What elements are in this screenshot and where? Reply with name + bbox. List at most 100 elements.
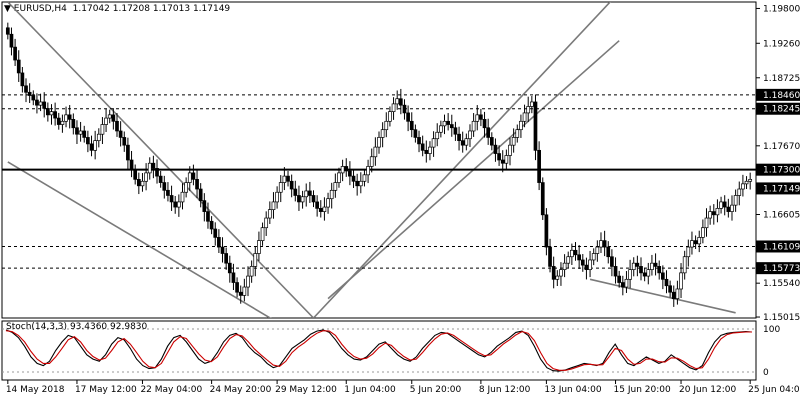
bull-candle <box>628 269 632 280</box>
bear-candle <box>457 133 461 142</box>
bull-candle <box>391 103 396 112</box>
stoch-panel-border <box>1 320 757 381</box>
bear-candle <box>642 272 647 277</box>
bull-candle <box>748 178 753 182</box>
bear-candle <box>500 159 505 164</box>
bull-candle <box>373 146 378 158</box>
bear-candle <box>489 137 494 146</box>
bull-candle <box>708 211 713 219</box>
bull-candle <box>744 180 749 185</box>
bear-candle <box>617 275 622 283</box>
bull-candle <box>271 201 276 211</box>
level-label-bg <box>756 88 800 101</box>
bear-candle <box>348 170 352 177</box>
bull-candle <box>631 262 636 270</box>
x-tick-label: 20 Jun 12:00 <box>679 385 736 395</box>
bull-candle <box>147 162 152 174</box>
bear-candle <box>486 127 491 138</box>
x-tick-label: 22 May 04:00 <box>140 385 202 395</box>
bear-candle <box>217 237 221 248</box>
bear-candle <box>173 201 178 208</box>
bear-candle <box>71 119 76 129</box>
bull-candle <box>529 101 534 107</box>
bear-candle <box>537 149 541 183</box>
bear-candle <box>657 266 662 274</box>
bull-candle <box>733 195 738 206</box>
bull-candle <box>675 288 680 300</box>
bull-candle <box>522 112 527 122</box>
bull-candle <box>686 246 691 258</box>
bear-candle <box>297 195 301 203</box>
chart-header: ▼ EURUSD,H4 1.17042 1.17208 1.17013 1.17… <box>4 4 230 14</box>
bull-candle <box>519 120 523 131</box>
bear-candle <box>409 120 414 131</box>
level-label: 1.15773 <box>763 264 800 274</box>
bull-candle <box>741 183 745 190</box>
bear-candle <box>56 117 61 125</box>
price-panel-border <box>1 1 757 319</box>
current-price-label-bg <box>756 182 800 195</box>
x-tick-label: 13 Jun 04:00 <box>544 385 601 395</box>
level-label-bg <box>756 240 800 253</box>
bull-candle <box>475 114 480 122</box>
bull-candle <box>690 240 694 248</box>
bear-candle <box>308 190 312 196</box>
stoch-tick-label: 0 <box>763 368 769 378</box>
bear-candle <box>653 262 658 267</box>
bull-candle <box>333 182 338 191</box>
bear-candle <box>224 253 229 264</box>
bear-candle <box>620 282 625 288</box>
bear-candle <box>235 282 239 293</box>
bull-candle <box>64 114 68 122</box>
current-price-label: 1.17149 <box>763 184 800 194</box>
bull-candle <box>679 272 683 290</box>
bear-candle <box>82 130 87 138</box>
bear-candle <box>315 201 319 209</box>
level-label-bg <box>756 163 800 176</box>
bear-candle <box>202 200 207 212</box>
bull-candle <box>177 201 181 208</box>
bull-candle <box>260 227 265 241</box>
stoch-main-value: 93.4360 <box>69 322 108 332</box>
bear-candle <box>27 91 32 96</box>
bull-candle <box>595 246 600 254</box>
bull-candle <box>395 98 400 105</box>
bear-candle <box>209 220 214 230</box>
bull-candle <box>184 182 188 193</box>
bear-candle <box>417 137 421 145</box>
bull-candle <box>358 180 363 187</box>
bear-candle <box>460 140 465 146</box>
y-tick-label: 1.16605 <box>763 210 800 220</box>
bull-candle <box>340 166 345 174</box>
bull-candle <box>180 191 185 203</box>
bear-candle <box>126 144 130 161</box>
bull-candle <box>562 262 567 270</box>
x-tick-label: 5 Jun 20:00 <box>410 385 462 395</box>
bear-candle <box>238 291 243 296</box>
bull-candle <box>588 259 592 270</box>
y-tick-label: 1.17670 <box>763 142 800 152</box>
bear-candle <box>406 112 410 122</box>
bull-candle <box>697 237 702 245</box>
bull-candle <box>504 155 509 164</box>
bear-candle <box>722 201 727 208</box>
x-tick-label: 25 Jun 04:00 <box>748 385 800 395</box>
bull-candle <box>104 117 108 125</box>
bear-candle <box>31 95 36 101</box>
bull-candle <box>362 174 367 182</box>
bear-candle <box>133 169 138 180</box>
bull-candle <box>369 156 374 167</box>
bull-candle <box>471 120 476 132</box>
channel-line <box>589 278 736 314</box>
bear-candle <box>449 124 454 129</box>
bull-candle <box>49 111 54 116</box>
bear-candle <box>89 143 94 151</box>
y-tick-label: 1.19260 <box>763 39 800 49</box>
y-tick-label: 1.15015 <box>763 313 800 323</box>
bear-candle <box>53 111 57 119</box>
bull-candle <box>264 217 269 229</box>
bear-candle <box>191 172 196 180</box>
y-tick-label: 1.18725 <box>763 74 800 84</box>
bear-candle <box>573 249 578 256</box>
bear-candle <box>668 285 672 293</box>
